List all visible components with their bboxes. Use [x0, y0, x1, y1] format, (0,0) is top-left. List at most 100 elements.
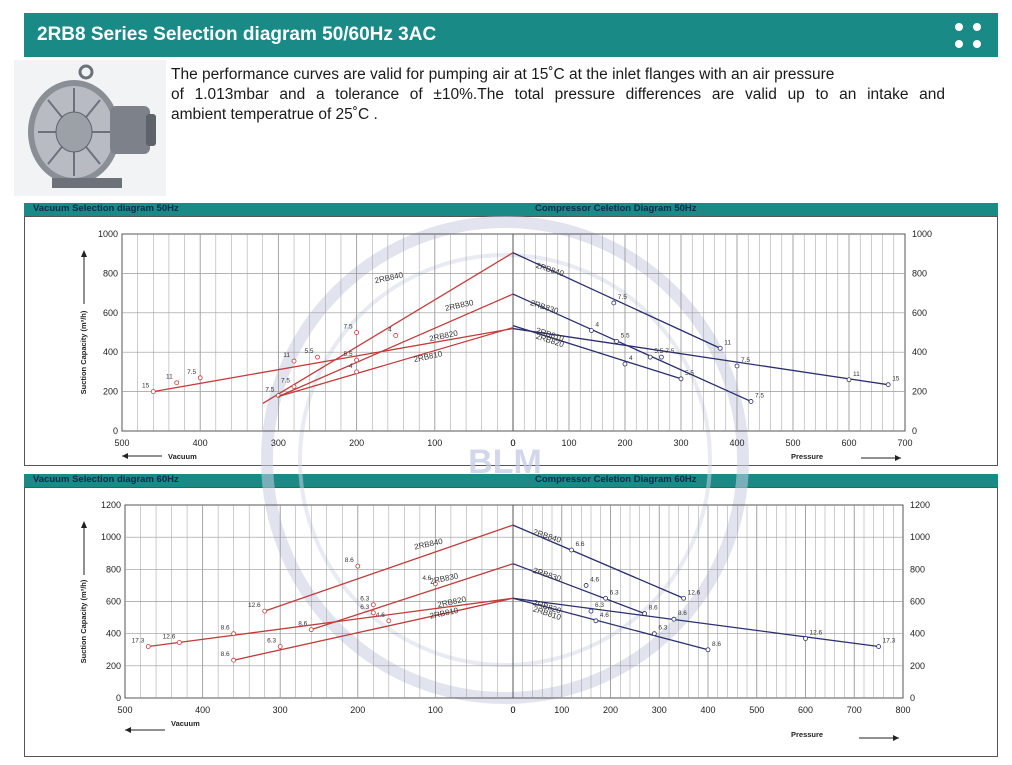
data-point — [885, 382, 891, 388]
data-point-label: 4 — [629, 355, 633, 362]
y-tick-label-right: 0 — [912, 426, 917, 436]
data-point-label: 6.3 — [595, 602, 604, 609]
series-label-2RB840: 2RB840 — [374, 270, 405, 285]
x-tick-label: 200 — [349, 438, 364, 448]
series-label-2RB830: 2RB830 — [444, 298, 475, 313]
x-tick-label: 100 — [554, 705, 569, 715]
data-point-label: 7.5 — [281, 378, 290, 385]
series-label-2RB810: 2RB810 — [413, 349, 444, 364]
data-point — [277, 644, 283, 649]
data-point — [717, 345, 723, 351]
data-point — [176, 640, 182, 645]
data-point — [622, 361, 628, 367]
series-line-2RB840 — [512, 524, 684, 599]
plot-frame-pressure-50hz — [512, 233, 906, 432]
data-point — [671, 616, 677, 622]
data-point — [681, 595, 687, 601]
y-axis-label: Suction Capacity (m³/h) — [79, 579, 88, 663]
y-tick-label-left: 600 — [106, 597, 121, 607]
x-axis-label: Pressure — [791, 452, 823, 461]
intro-line-2: of 1.013mbar and a tolerance of ±10%.The… — [171, 86, 945, 103]
data-point — [291, 358, 297, 364]
data-point — [748, 399, 754, 404]
data-point-label: 4.6 — [590, 576, 599, 583]
panel-60hz — [24, 487, 998, 757]
data-point — [150, 389, 156, 395]
x-tick-label: 700 — [847, 705, 862, 715]
data-point-label: 7.5 — [187, 369, 196, 376]
x-tick-label: 200 — [350, 705, 365, 715]
x-tick-label: 500 — [114, 438, 129, 448]
data-point — [174, 380, 180, 386]
data-point-label: 11 — [283, 352, 290, 359]
header-bar: 2RB8 Series Selection diagram 50/60Hz 3A… — [24, 13, 998, 57]
capacity-arrow-head — [81, 521, 87, 528]
data-point-label: 5.5 — [344, 351, 353, 358]
series-line-2RB830 — [512, 293, 752, 403]
x-tick-label: 800 — [895, 705, 910, 715]
vacuum-arrow-head — [122, 453, 128, 459]
x-axis-label: Vacuum — [168, 452, 197, 461]
series-line-2RB840 — [512, 252, 721, 349]
x-tick-label: 0 — [510, 438, 515, 448]
data-point — [432, 581, 438, 587]
data-point-label: 8.6 — [345, 557, 354, 564]
data-point — [370, 602, 376, 608]
y-tick-label-right: 1000 — [912, 229, 932, 239]
series-line-2RB810 — [512, 597, 879, 648]
vacuum-title-50hz: Vacuum Selection diagram 50Hz — [33, 203, 179, 214]
vacuum-title-60hz: Vacuum Selection diagram 60Hz — [33, 474, 179, 485]
data-point — [291, 384, 297, 390]
intro-line-3: ambient temperatrue of 25˚C . — [171, 106, 378, 123]
series-label-2RB840: 2RB840 — [535, 261, 566, 279]
data-point-label: 11 — [166, 374, 173, 381]
series-line-2RB810 — [148, 597, 514, 648]
series-line-2RB820 — [233, 597, 514, 661]
data-point-label: 4 — [388, 326, 392, 333]
data-point — [262, 608, 268, 614]
y-tick-label-right: 600 — [910, 597, 925, 607]
data-point-label: 8.6 — [221, 625, 230, 632]
data-point — [734, 363, 740, 369]
y-tick-label-right: 200 — [910, 661, 925, 671]
y-tick-label-left: 800 — [103, 268, 118, 278]
y-tick-label-right: 200 — [912, 387, 927, 397]
y-tick-label-left: 400 — [106, 629, 121, 639]
series-label-2RB810: 2RB810 — [429, 606, 460, 621]
x-tick-label: 300 — [652, 705, 667, 715]
y-tick-label-left: 0 — [113, 426, 118, 436]
y-tick-label-right: 800 — [912, 268, 927, 278]
data-point — [647, 354, 653, 360]
data-point-label: 7.5 — [265, 387, 274, 394]
capacity-arrow-head — [81, 250, 87, 257]
data-point-label: 15 — [892, 376, 900, 383]
y-tick-label-right: 400 — [910, 629, 925, 639]
data-point — [603, 595, 609, 601]
data-point — [354, 369, 360, 375]
data-point-label: 6.3 — [360, 596, 369, 603]
data-point — [583, 583, 589, 588]
data-point — [569, 547, 574, 553]
data-point — [588, 608, 594, 614]
data-point — [651, 631, 657, 637]
y-tick-label-right: 0 — [910, 693, 915, 703]
data-point — [803, 636, 808, 641]
series-line-2RB810 — [512, 327, 889, 386]
x-tick-label: 200 — [617, 438, 632, 448]
data-point-label: 7.5 — [344, 324, 353, 331]
data-point-label: 4.6 — [422, 575, 431, 582]
data-point — [355, 563, 361, 569]
x-tick-label: 100 — [427, 438, 442, 448]
series-line-2RB820 — [278, 326, 514, 398]
x-tick-label: 400 — [195, 705, 210, 715]
data-point-label: 7.5 — [618, 294, 627, 301]
data-point-label: 8.6 — [221, 651, 230, 658]
data-point — [705, 647, 711, 653]
watermark-text: BLM — [468, 443, 542, 481]
y-tick-label-left: 1000 — [101, 532, 121, 542]
vacuum-arrow-head — [125, 727, 131, 733]
y-axis-label: Suction Capacity (m³/h) — [79, 310, 88, 394]
y-tick-label-left: 400 — [103, 347, 118, 357]
data-point — [197, 375, 203, 381]
x-tick-label: 400 — [193, 438, 208, 448]
